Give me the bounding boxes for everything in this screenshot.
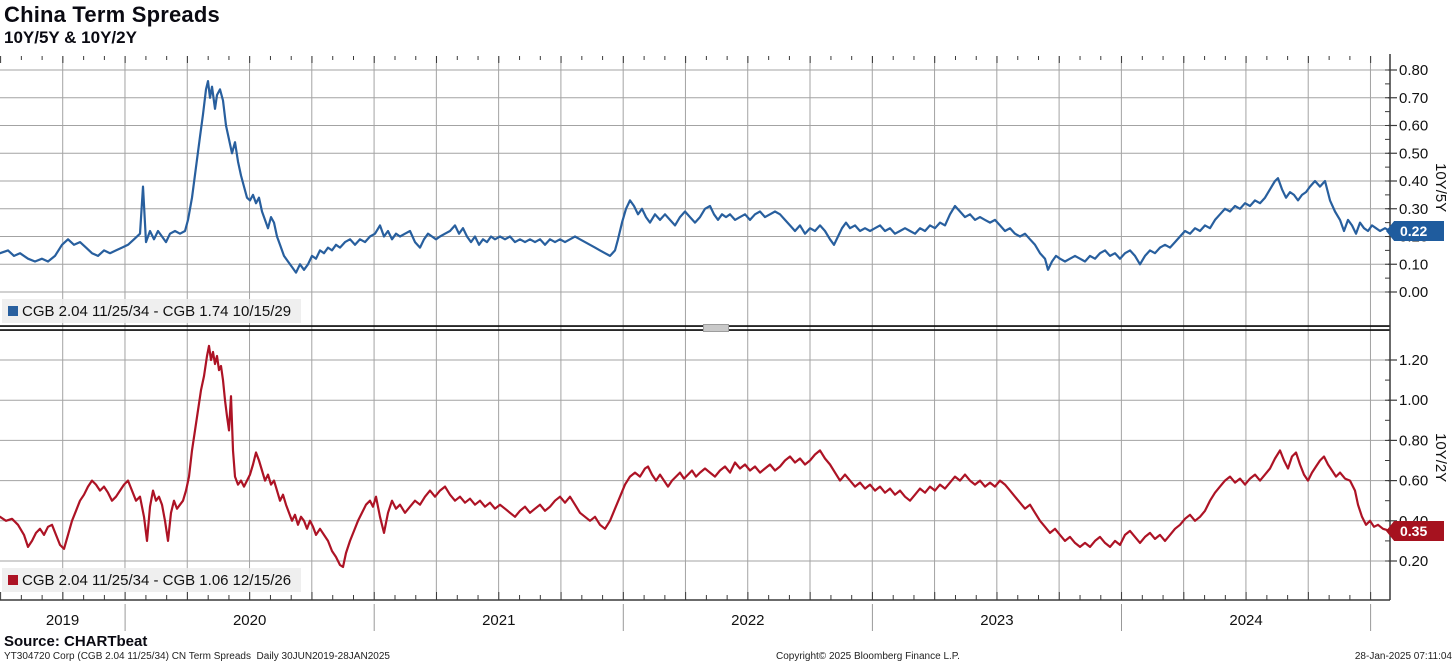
- year-label: 2021: [482, 612, 515, 629]
- last-value-badge-10y2y: 0.35: [1386, 521, 1444, 541]
- legend-swatch-blue-icon: [8, 306, 18, 316]
- y-tick-label: 1.20: [1399, 352, 1428, 369]
- panel-divider-handle[interactable]: [703, 324, 729, 332]
- y-tick-label: 0.20: [1399, 553, 1428, 570]
- copyright-notice: Copyright© 2025 Bloomberg Finance L.P.: [776, 651, 960, 662]
- legend-swatch-red-icon: [8, 575, 18, 585]
- chart-description: YT304720 Corp (CGB 2.04 11/25/34) CN Ter…: [4, 651, 390, 662]
- y-tick-label: 0.10: [1399, 256, 1428, 273]
- page-subtitle: 10Y/5Y & 10Y/2Y: [4, 28, 137, 47]
- y-tick-label: 0.30: [1399, 201, 1428, 218]
- series-line-10y-2y: [0, 344, 1392, 569]
- legend-10y5y[interactable]: CGB 2.04 11/25/34 - CGB 1.74 10/15/29: [2, 299, 302, 323]
- y-axis-title-10y2y: 10Y/2Y: [1432, 433, 1449, 483]
- y-tick-label: 0.60: [1399, 118, 1428, 135]
- y-tick-label: 0.40: [1399, 173, 1428, 190]
- y-tick-label: 0.50: [1399, 145, 1428, 162]
- y-tick-label: 0.80: [1399, 62, 1428, 79]
- last-value-badge-10y5y: 0.22: [1386, 221, 1444, 241]
- page-title: China Term Spreads: [4, 2, 220, 27]
- year-label: 2023: [980, 612, 1013, 629]
- y-tick-label: 0.80: [1399, 432, 1428, 449]
- y-axis-title-10y5y: 10Y/5Y: [1432, 163, 1449, 213]
- series-line-10y-5y: [0, 79, 1392, 274]
- legend-10y2y-label: CGB 2.04 11/25/34 - CGB 1.06 12/15/26: [22, 571, 292, 589]
- year-label: 2019: [46, 612, 79, 629]
- timestamp: 28-Jan-2025 07:11:04: [1354, 651, 1452, 662]
- panel-divider-line: [0, 329, 1390, 331]
- year-label: 2022: [731, 612, 764, 629]
- y-tick-label: 1.00: [1399, 392, 1428, 409]
- y-tick-label: 0.00: [1399, 284, 1428, 301]
- legend-10y5y-label: CGB 2.04 11/25/34 - CGB 1.74 10/15/29: [22, 302, 292, 320]
- legend-10y2y[interactable]: CGB 2.04 11/25/34 - CGB 1.06 12/15/26: [2, 568, 302, 592]
- year-label: 2020: [233, 612, 266, 629]
- y-tick-label: 0.70: [1399, 90, 1428, 107]
- panel-divider-line: [0, 325, 1390, 327]
- source-label: Source: CHARTbeat: [4, 633, 148, 650]
- year-label: 2024: [1229, 612, 1262, 629]
- y-tick-label: 0.60: [1399, 473, 1428, 490]
